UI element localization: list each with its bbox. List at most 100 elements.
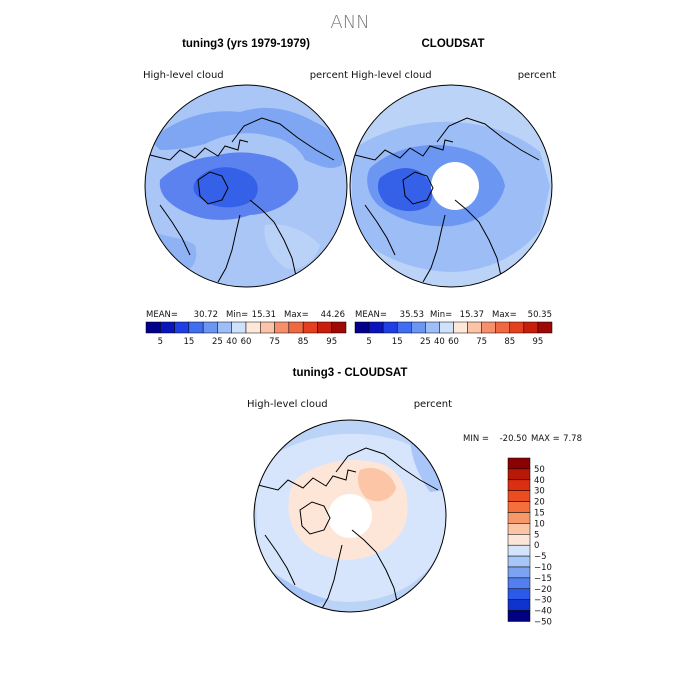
diff-colorbar-tick-label: −40 — [534, 607, 552, 617]
panel3-coast-siberia — [257, 469, 357, 491]
panel2-colorbar-swatch — [481, 321, 496, 334]
panel3-coast-greenland — [299, 501, 331, 535]
panel2-units: percent — [518, 70, 556, 81]
panel1-colorbar-swatch — [217, 321, 232, 334]
panel1-contour-mid — [150, 107, 343, 168]
panel1-units: percent — [310, 70, 348, 81]
diff-colorbar-swatch — [507, 534, 531, 546]
panel2-coast-greenland — [402, 171, 434, 205]
panel2-colorbar-tick-label: 75 — [476, 337, 487, 347]
panel1-colorbar-tick-label: 40 — [226, 337, 237, 347]
panel2-colorbar-swatch — [453, 321, 468, 334]
panel1-colorbar-swatch — [174, 321, 190, 334]
panel2-contour-peak — [378, 168, 433, 212]
panel2-colorbar-tick-label: 40 — [434, 337, 445, 347]
panel2-coast-scandinavia — [454, 199, 502, 277]
panel1-contour-lower — [264, 224, 320, 269]
diff-colorbar-swatch — [507, 555, 531, 568]
figure-title: ANN — [330, 12, 369, 33]
panel1-colorbar-swatch — [288, 321, 304, 334]
panel2-border — [349, 84, 553, 288]
panel2-colorbar-swatch — [368, 321, 384, 334]
panel3-contour-negative-2 — [410, 440, 446, 492]
diff-colorbar-swatch — [507, 512, 531, 524]
panel3-border — [253, 419, 447, 613]
panel1-colorbar-swatch — [260, 321, 275, 334]
panel1-min: 15.31 — [252, 310, 276, 320]
panel1-colorbar-swatch — [231, 321, 247, 334]
panel1-coast-europe — [217, 214, 241, 283]
panel3-coast-europe — [319, 544, 343, 612]
panel2-mean-label: MEAN= — [355, 310, 387, 320]
panel2-colorbar-swatch — [382, 321, 398, 334]
panel1-coast-siberia — [149, 139, 249, 161]
panel3-heading: tuning3 - CLOUDSAT — [293, 367, 408, 379]
diff-colorbar-swatch — [507, 566, 531, 579]
panel3-coast-alaska — [264, 534, 296, 586]
panel2-map — [350, 85, 552, 287]
panel3-missing-pole — [328, 494, 372, 538]
diff-colorbar-swatch — [507, 544, 531, 557]
panel1-contour-low — [150, 230, 197, 272]
panel3-map — [254, 420, 446, 612]
diff-colorbar-swatch — [507, 457, 531, 470]
panel2-coast-canada — [436, 117, 540, 161]
panel3-max-label: MAX = — [531, 434, 560, 444]
panel2-max-label: Max= — [492, 310, 517, 320]
diff-colorbar-tick-label: 10 — [534, 519, 545, 529]
panel1-colorbar-tick-label: 15 — [183, 337, 194, 347]
panel1-variable: High-level cloud — [143, 70, 224, 81]
diff-colorbar-swatch — [507, 610, 531, 622]
panel1-heading: tuning3 (yrs 1979-1979) — [182, 38, 310, 50]
panel3-units: percent — [414, 399, 452, 410]
panel2-colorbar-tick-label: 85 — [504, 337, 515, 347]
panel2-colorbar-swatch — [537, 321, 553, 334]
panel2-colorbar-tick-label: 60 — [448, 337, 459, 347]
diff-colorbar-tick-label: 50 — [534, 465, 545, 475]
panel2-coastlines — [354, 117, 540, 283]
panel1-colorbar-tick-label: 95 — [326, 337, 337, 347]
panel1-coast-greenland — [197, 171, 229, 205]
panel2-colorbar-tick-label: 15 — [392, 337, 403, 347]
panel2-colorbar-swatch — [354, 321, 370, 334]
panel2-min-label: Min= — [430, 310, 452, 320]
diff-colorbar-swatch — [507, 523, 531, 535]
panel1-max: 44.26 — [321, 310, 345, 320]
panel2-variable: High-level cloud — [351, 70, 432, 81]
diff-colorbar-swatch — [507, 599, 531, 611]
panel1-mean: 30.72 — [194, 310, 218, 320]
panel1-colorbar-swatch — [274, 321, 290, 334]
panel1-mean-label: MEAN= — [146, 310, 178, 320]
panel2-max: 50.35 — [528, 310, 552, 320]
panel1-colorbar-tick-label: 75 — [269, 337, 280, 347]
panel1-colorbar-swatch — [302, 321, 318, 334]
diff-colorbar-tick-label: −30 — [534, 596, 552, 606]
panel1-colorbar-tick-label: 5 — [158, 337, 163, 347]
diff-colorbar-tick-label: −10 — [534, 563, 552, 573]
panel3-coast-scandinavia — [351, 529, 399, 607]
panel3-contour-strong — [358, 468, 396, 502]
panel1-colorbar: 5 15 25 40 60 75 85 95 — [145, 321, 347, 347]
panel1-coast-canada — [231, 117, 335, 161]
diff-colorbar-swatch — [507, 479, 531, 491]
panel2-colorbar-swatch — [523, 321, 539, 334]
panel3-contour-negative — [258, 560, 330, 608]
panel1-colorbar-swatch — [202, 321, 218, 334]
panel1-border — [144, 84, 348, 288]
panel2-missing-pole — [431, 162, 479, 210]
diff-colorbar-tick-label: −20 — [534, 585, 552, 595]
panel3-min: -20.50 — [500, 434, 527, 444]
panel1-min-label: Min= — [226, 310, 248, 320]
panel2-coast-europe — [422, 214, 446, 283]
diff-colorbar-tick-label: −15 — [534, 574, 552, 584]
panel2-colorbar-swatch — [439, 321, 454, 334]
panel1-map — [145, 85, 347, 287]
panel2-min: 15.37 — [460, 310, 484, 320]
diff-colorbar-tick-label: 40 — [534, 476, 545, 486]
panel2-colorbar-swatch — [495, 321, 511, 334]
diff-colorbar-swatch — [507, 577, 531, 590]
panel1-colorbar-swatch — [317, 321, 332, 334]
